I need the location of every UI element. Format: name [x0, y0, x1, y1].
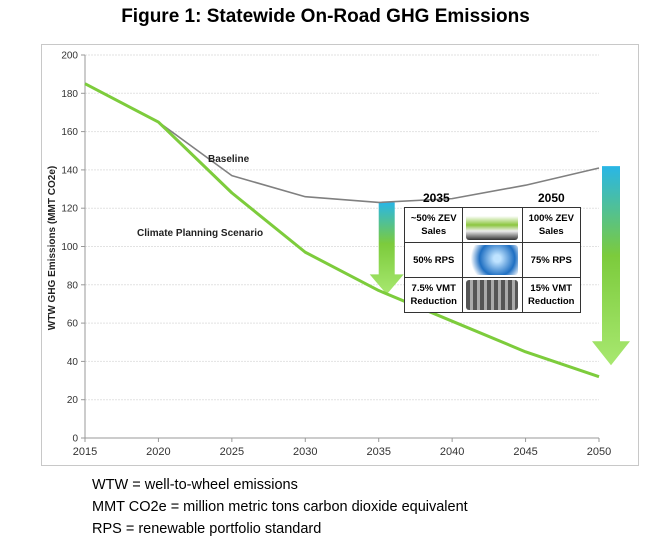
y-tick-label: 120 [61, 204, 78, 215]
chart-frame [41, 44, 639, 466]
y-tick-label: 80 [67, 280, 79, 291]
y-tick-label: 20 [67, 395, 79, 406]
cell-2035: 50% RPS [403, 242, 464, 278]
table-row: 50% RPS 75% RPS [403, 242, 582, 278]
footnote: RPS = renewable portfolio standard [92, 521, 322, 537]
footnote: WTW = well-to-wheel emissions [92, 477, 298, 493]
reduction-arrow [592, 166, 630, 366]
cell-2050: 100% ZEV Sales [521, 207, 582, 243]
y-tick-label: 160 [61, 127, 78, 138]
x-tick-label: 2025 [220, 446, 244, 458]
year-2050-label: 2050 [538, 191, 565, 205]
footnotes: WTW = well-to-wheel emissions MMT CO2e =… [92, 474, 468, 540]
series-line-baseline [84, 83, 600, 204]
x-tick-label: 2035 [366, 446, 390, 458]
y-tick-label: 60 [67, 319, 79, 330]
y-tick-label: 180 [61, 89, 78, 100]
table-row: 7.5% VMT Reduction 15% VMT Reduction [403, 277, 582, 313]
traffic-icon [462, 277, 523, 313]
year-2035-label: 2035 [423, 191, 450, 205]
cell-2050: 15% VMT Reduction [521, 277, 582, 313]
y-tick-label: 40 [67, 357, 79, 368]
series-label-climate: Climate Planning Scenario [137, 228, 263, 239]
series-line-climate [84, 82, 600, 379]
table-row: ~50% ZEV Sales 100% ZEV Sales [403, 207, 582, 243]
y-tick-label: 140 [61, 165, 78, 176]
x-tick-label: 2045 [513, 446, 537, 458]
y-tick-label: 0 [72, 434, 78, 445]
series-label-baseline: Baseline [208, 154, 250, 165]
light-bulb-icon [462, 242, 523, 278]
chart-title: Figure 1: Statewide On-Road GHG Emission… [121, 6, 530, 27]
y-tick-label: 200 [61, 51, 78, 62]
x-tick-label: 2015 [73, 446, 97, 458]
cell-2050: 75% RPS [521, 242, 582, 278]
electric-car-icon [462, 207, 523, 243]
y-tick-label: 100 [61, 242, 78, 253]
cell-2035: ~50% ZEV Sales [403, 207, 464, 243]
targets-table: ~50% ZEV Sales 100% ZEV Sales 50% RPS 75… [403, 207, 582, 313]
x-tick-label: 2040 [440, 446, 464, 458]
x-tick-label: 2020 [146, 446, 170, 458]
cell-2035: 7.5% VMT Reduction [403, 277, 464, 313]
footnote: MMT CO2e = million metric tons carbon di… [92, 499, 468, 515]
reduction-arrow [369, 202, 404, 295]
x-tick-label: 2050 [587, 446, 611, 458]
x-tick-label: 2030 [293, 446, 317, 458]
y-axis-label: WTW GHG Emissions (MMT CO2e) [47, 166, 58, 330]
